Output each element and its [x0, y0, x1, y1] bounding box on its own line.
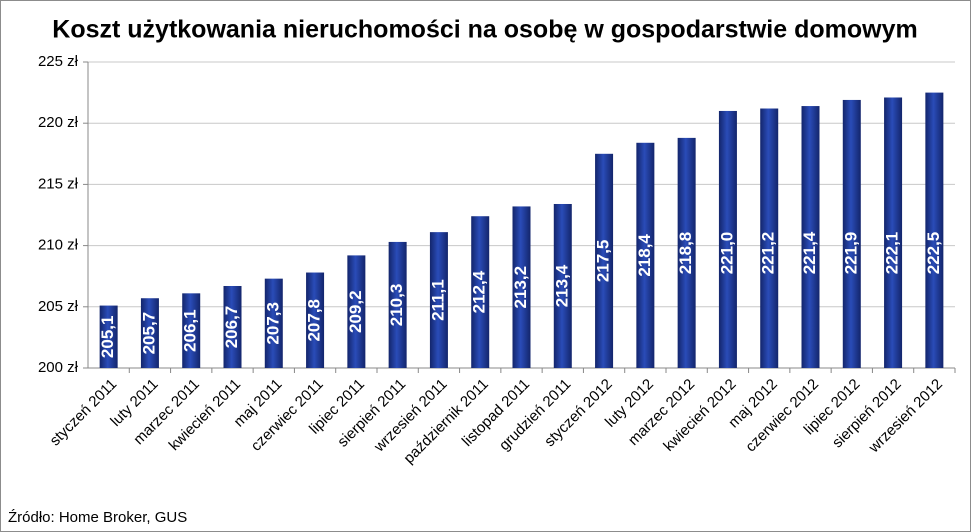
data-label: 205,7 [139, 312, 158, 355]
data-label: 206,7 [222, 306, 241, 349]
data-label: 211,1 [428, 279, 447, 321]
data-label: 207,8 [305, 299, 324, 342]
bar [182, 293, 201, 368]
data-label: 221,9 [841, 232, 860, 275]
bar [388, 241, 407, 368]
bar [801, 106, 820, 369]
bar [677, 137, 696, 368]
data-label: 221,2 [759, 232, 778, 275]
data-label: 222,1 [883, 232, 902, 275]
y-tick-label: 225 zł [38, 53, 79, 70]
data-label: 218,4 [635, 234, 654, 277]
bar [760, 108, 779, 369]
data-label: 213,2 [511, 266, 530, 309]
bar [429, 232, 448, 368]
data-label: 210,3 [387, 284, 406, 327]
data-label: 217,5 [594, 240, 613, 283]
bar [512, 206, 531, 368]
y-tick-label: 205 zł [38, 298, 79, 315]
bar [553, 203, 572, 368]
bar [595, 153, 614, 368]
data-label: 218,8 [676, 232, 695, 275]
data-label: 222,5 [924, 232, 943, 275]
bar [99, 305, 118, 368]
data-label: 209,2 [346, 290, 365, 333]
data-label: 207,3 [263, 302, 282, 345]
bar [140, 298, 159, 368]
chart-title: Koszt użytkowania nieruchomości na osobę… [52, 16, 917, 44]
bar [842, 99, 861, 368]
bar [223, 285, 242, 368]
bar [347, 255, 366, 368]
data-label: 205,1 [98, 316, 117, 359]
y-tick-label: 220 zł [38, 114, 79, 131]
y-tick-label: 210 zł [38, 237, 79, 254]
bar [718, 110, 737, 369]
data-label: 206,1 [181, 309, 200, 352]
bar [471, 216, 490, 368]
bar [636, 142, 655, 368]
bar [306, 272, 325, 368]
data-label: 212,4 [470, 270, 489, 313]
y-tick-label: 200 zł [38, 359, 79, 376]
y-tick-label: 215 zł [38, 175, 79, 192]
source-note: Źródło: Home Broker, GUS [8, 509, 187, 526]
bar [264, 278, 283, 368]
data-label: 213,4 [552, 264, 571, 307]
bar [884, 97, 903, 368]
data-label: 221,0 [717, 232, 736, 275]
data-label: 221,4 [800, 231, 819, 274]
bar [925, 92, 944, 368]
